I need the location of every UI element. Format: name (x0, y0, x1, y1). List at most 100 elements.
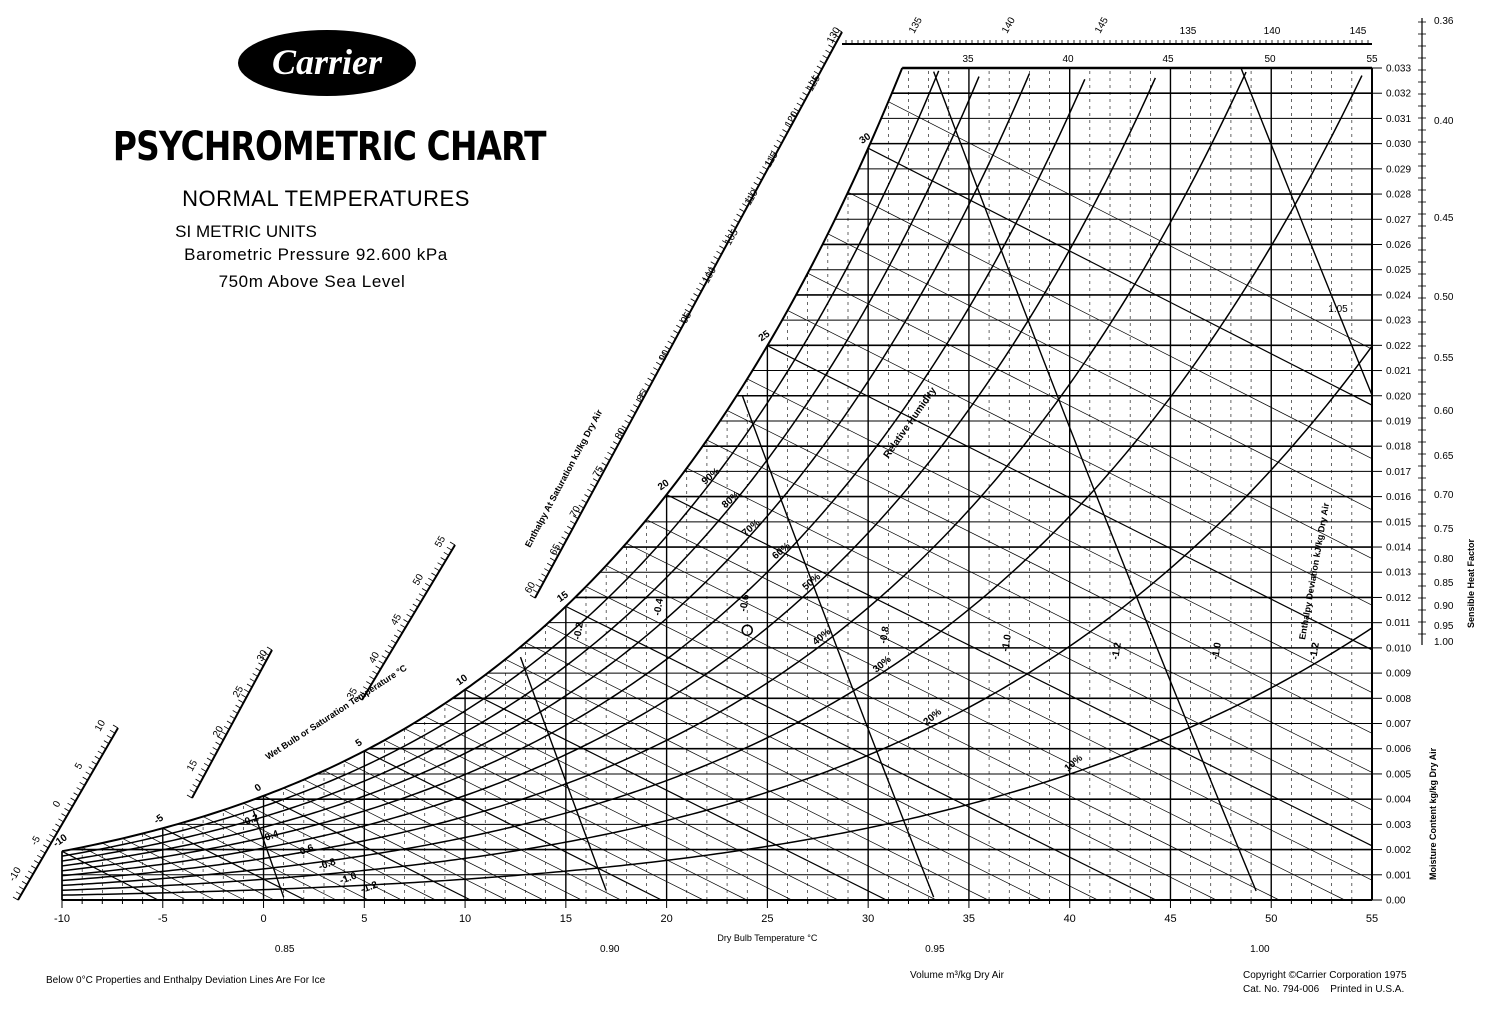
enthalpy-scale-label: 145 (1350, 26, 1367, 37)
y-tick-label: 0.031 (1386, 114, 1411, 125)
enthalpy-scale-tick (782, 129, 788, 133)
y-tick-label: 0.00 (1386, 896, 1406, 907)
enthalpy-scale-tick (223, 725, 230, 730)
enthalpy-scale-tick (776, 139, 782, 144)
wet-bulb-line (384, 739, 704, 901)
x-tick-label: 50 (1265, 913, 1277, 925)
enthalpy-scale-tick (24, 875, 31, 880)
enthalpy-scale-tick (91, 761, 97, 765)
enthalpy-scale-tick (535, 584, 541, 588)
y-tick-label: 0.001 (1386, 870, 1411, 881)
enthalpy-deviation-label: -1.0 (1000, 633, 1014, 652)
y-tick-label: 0.032 (1386, 89, 1411, 100)
enthalpy-scale-tick (261, 657, 267, 661)
enthalpy-scale-tick (212, 747, 218, 751)
enthalpy-scale-tick (678, 319, 685, 324)
enthalpy-scale-tick (825, 49, 831, 54)
enthalpy-scale-tick (724, 234, 731, 239)
enthalpy-scale-tick (552, 552, 559, 557)
enthalpy-scale-tick (701, 277, 708, 281)
rh-curve (61, 75, 1363, 887)
wet-bulb-line (364, 750, 662, 901)
enthalpy-scale-tick (635, 398, 642, 403)
wet-bulb-line (61, 850, 159, 901)
volume-line (741, 394, 935, 898)
enthalpy-scale-tick (641, 388, 648, 393)
wet-bulb-label: -10 (51, 832, 70, 850)
enthalpy-scale-tick (421, 588, 428, 592)
enthalpy-scale-label: 5 (73, 761, 86, 772)
enthalpy-scale-tick (684, 309, 691, 313)
enthalpy-scale-tick (52, 828, 58, 833)
enthalpy-scale-tick (727, 229, 734, 234)
enthalpy-scale-tick (235, 704, 241, 709)
enthalpy-scale-tick (529, 594, 536, 599)
x-tick-label: 25 (761, 913, 773, 925)
enthalpy-scale-tick (733, 219, 739, 223)
shf-label: 0.55 (1434, 353, 1454, 364)
enthalpy-scale-tick (34, 860, 40, 864)
enthalpy-scale-tick (446, 546, 453, 551)
enthalpy-scale-tick (449, 541, 456, 546)
wet-bulb-line (545, 624, 1098, 901)
wet-bulb-line (807, 272, 1373, 559)
shf-label: 0.50 (1434, 292, 1454, 303)
y-tick-label: 0.028 (1386, 190, 1411, 201)
enthalpy-scale-tick (647, 377, 653, 382)
units-note: SI METRIC UNITS (175, 222, 317, 241)
enthalpy-scale-tick (100, 745, 107, 750)
wet-bulb-line (525, 642, 1042, 901)
enthalpy-scale-tick (440, 557, 446, 561)
enthalpy-scale-tick (258, 662, 264, 667)
enthalpy-scale-tick (443, 551, 450, 556)
pressure-note: Barometric Pressure 92.600 kPa (184, 245, 448, 264)
enthalpy-scale-tick (707, 266, 714, 271)
x-axis-label: Dry Bulb Temperature °C (717, 933, 817, 943)
enthalpy-scale-tick (790, 113, 797, 117)
shf-label: 0.65 (1434, 451, 1454, 462)
enthalpy-scale-tick (610, 446, 616, 451)
y-tick-label: 0.012 (1386, 593, 1411, 604)
enthalpy-scale-tick (70, 797, 76, 802)
enthalpy-scale-label: 0 (51, 799, 64, 810)
enthalpy-scale-tick (209, 752, 216, 757)
wet-bulb-line (565, 605, 1157, 901)
wet-bulb-line (787, 310, 1373, 606)
shf-title: Sensible Heat Factor (1466, 538, 1476, 628)
enthalpy-scale-tick (532, 589, 539, 594)
enthalpy-scale-tick (770, 150, 777, 155)
enthalpy-scale-tick (578, 504, 584, 509)
y-tick-label: 0.021 (1386, 366, 1411, 377)
enthalpy-scale-label: 25 (231, 684, 246, 700)
y-tick-label: 0.002 (1386, 845, 1411, 856)
y-axis-label: Moisture Content kg/kg Dry Air (1428, 747, 1438, 880)
enthalpy-scale-tick (762, 166, 768, 170)
x-tick-label: 10 (459, 913, 471, 925)
enthalpy-scale-tick (831, 39, 837, 43)
enthalpy-scale-tick (189, 789, 196, 794)
enthalpy-deviation-label: -0.2 (572, 621, 586, 640)
enthalpy-scale-label: 60 (523, 580, 538, 596)
enthalpy-scale-tick (85, 771, 91, 776)
enthalpy-scale-title: Enthalpy At Saturation kJ/kg Dry Air (523, 408, 605, 549)
enthalpy-scale-tick (106, 735, 113, 739)
enthalpy-scale-tick (587, 488, 593, 493)
y-tick-label: 0.010 (1386, 643, 1411, 654)
y-tick-label: 0.003 (1386, 820, 1411, 831)
enthalpy-scale-tick (822, 55, 828, 59)
volume-line (932, 71, 1257, 892)
enthalpy-scale-tick (243, 688, 250, 693)
enthalpy-scale-label: 50 (411, 572, 426, 588)
wet-bulb-line (424, 716, 792, 901)
chart-subtitle: NORMAL TEMPERATURES (182, 186, 470, 211)
enthalpy-scale-tick (756, 176, 762, 181)
enthalpy-scale-tick (567, 525, 573, 530)
saturation-curve (61, 67, 904, 853)
volume-label: 1.05 (1328, 304, 1348, 315)
enthalpy-scale-tick (252, 673, 258, 677)
reference-point-circle (741, 624, 753, 636)
enthalpy-scale-tick (18, 886, 25, 890)
enthalpy-scale-tick (765, 160, 771, 165)
enthalpy-scale-tick (192, 784, 198, 788)
enthalpy-scale-tick (805, 86, 811, 91)
